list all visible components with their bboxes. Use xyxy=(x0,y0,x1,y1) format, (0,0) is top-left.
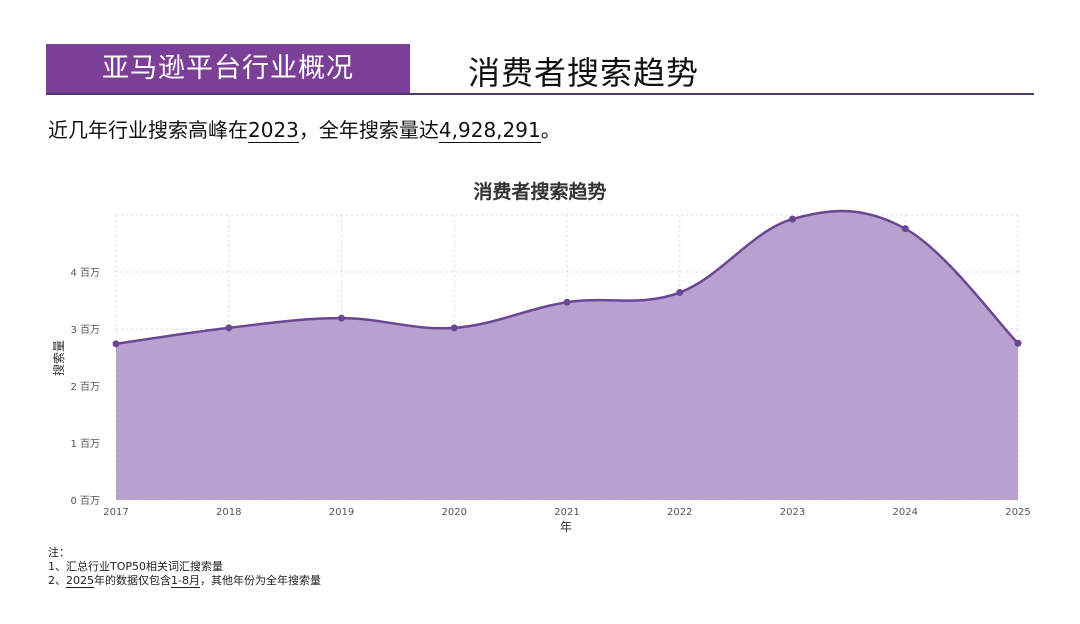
note-1: 1、汇总行业TOP50相关词汇搜索量 xyxy=(48,560,321,574)
x-tick-labels: 2017 2018 2019 2020 2021 2022 2023 2024 2025 xyxy=(103,507,1030,518)
footnotes: 注： 1、汇总行业TOP50相关词汇搜索量 2、2025年的数据仅包含1-8月，… xyxy=(48,546,321,588)
x-axis-label: 年 xyxy=(560,520,572,534)
note-2-number: 2、 xyxy=(48,574,66,587)
y-tick-0: 0 百万 xyxy=(70,495,100,507)
notes-heading: 注： xyxy=(48,546,70,559)
x-tick-2017: 2017 xyxy=(103,507,128,518)
data-point-2020 xyxy=(450,324,458,332)
note-2-end: ，其他年份为全年搜索量 xyxy=(199,574,321,587)
data-point-2023 xyxy=(789,215,796,223)
summary-peak-year: 2023 xyxy=(248,118,299,143)
data-point-2025 xyxy=(1014,339,1022,347)
note-2-year: 2025 xyxy=(66,574,94,588)
header-divider xyxy=(46,93,1034,95)
x-tick-2020: 2020 xyxy=(442,507,467,518)
y-tick-3: 3 百万 xyxy=(70,324,100,336)
points-layer xyxy=(112,215,1022,348)
y-tick-2: 2 百万 xyxy=(70,381,100,393)
y-tick-4: 4 百万 xyxy=(70,267,100,279)
y-tick-labels: 0 百万 1 百万 2 百万 3 百万 4 百万 xyxy=(70,267,100,507)
x-tick-2019: 2019 xyxy=(329,507,354,518)
x-tick-2018: 2018 xyxy=(216,507,241,518)
data-point-2021 xyxy=(563,298,571,306)
section-tag: 亚马逊平台行业概况 xyxy=(46,44,410,94)
data-point-2024 xyxy=(901,225,909,233)
x-tick-2024: 2024 xyxy=(893,507,918,518)
data-point-2017 xyxy=(112,340,120,348)
series-line xyxy=(115,209,1019,346)
page-title: 消费者搜索趋势 xyxy=(468,54,700,92)
chart-title: 消费者搜索趋势 xyxy=(473,180,606,203)
series-area xyxy=(116,210,1018,500)
data-point-2022 xyxy=(676,289,684,297)
y-axis-label: 搜索量 xyxy=(51,340,66,376)
x-tick-2022: 2022 xyxy=(667,507,692,518)
summary-prefix: 近几年行业搜索高峰在 xyxy=(48,118,248,142)
x-tick-2023: 2023 xyxy=(780,507,805,518)
data-point-2018 xyxy=(225,324,233,332)
summary-text: 近几年行业搜索高峰在2023，全年搜索量达4,928,291。 xyxy=(48,114,561,143)
note-1-number: 1、 xyxy=(48,560,66,573)
data-point-2019 xyxy=(338,314,345,322)
summary-suffix: 。 xyxy=(540,118,561,142)
x-tick-2025: 2025 xyxy=(1005,507,1030,518)
y-tick-1: 1 百万 xyxy=(70,438,100,450)
summary-peak-value: 4,928,291 xyxy=(438,118,541,143)
x-tick-2021: 2021 xyxy=(554,507,579,518)
note-1-text: 汇总行业TOP50相关词汇搜索量 xyxy=(66,560,224,573)
note-2-range: 1-8月 xyxy=(171,574,200,588)
note-2-mid: 年的数据仅包含 xyxy=(94,574,171,587)
summary-middle: ，全年搜索量达 xyxy=(298,118,439,142)
note-2: 2、2025年的数据仅包含1-8月，其他年份为全年搜索量 xyxy=(48,574,321,588)
